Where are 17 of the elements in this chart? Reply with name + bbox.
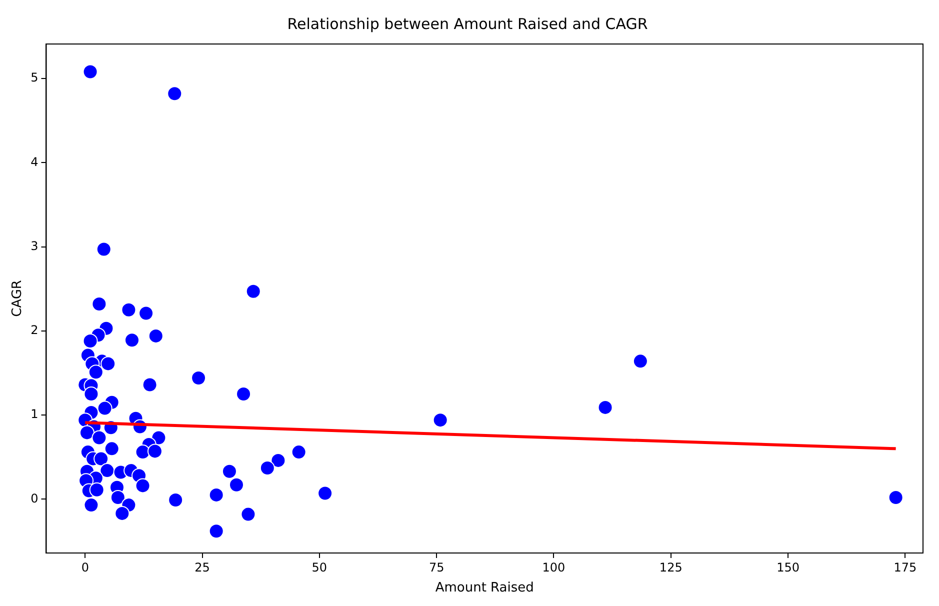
x-tick-label: 25 [194, 560, 210, 574]
x-tick-label: 150 [776, 560, 800, 574]
x-axis-title: Amount Raised [435, 580, 534, 596]
y-tick-label: 0 [30, 491, 38, 506]
y-tick-label: 5 [30, 70, 38, 85]
x-tick-label: 50 [312, 560, 328, 574]
y-tick-label: 2 [30, 323, 38, 338]
x-tick-label: 100 [542, 560, 566, 574]
x-tick-label: 175 [894, 560, 917, 574]
x-tick-label: 125 [659, 560, 682, 574]
chart-title: Relationship between Amount Raised and CAGR [287, 14, 648, 33]
y-axis-title: CAGR [10, 280, 26, 317]
y-tick-label: 4 [30, 154, 38, 169]
x-tick-label: 0 [81, 560, 89, 574]
x-tick-label: 75 [428, 560, 444, 574]
y-tick-label: 1 [30, 407, 38, 422]
y-tick-label: 3 [30, 238, 38, 253]
